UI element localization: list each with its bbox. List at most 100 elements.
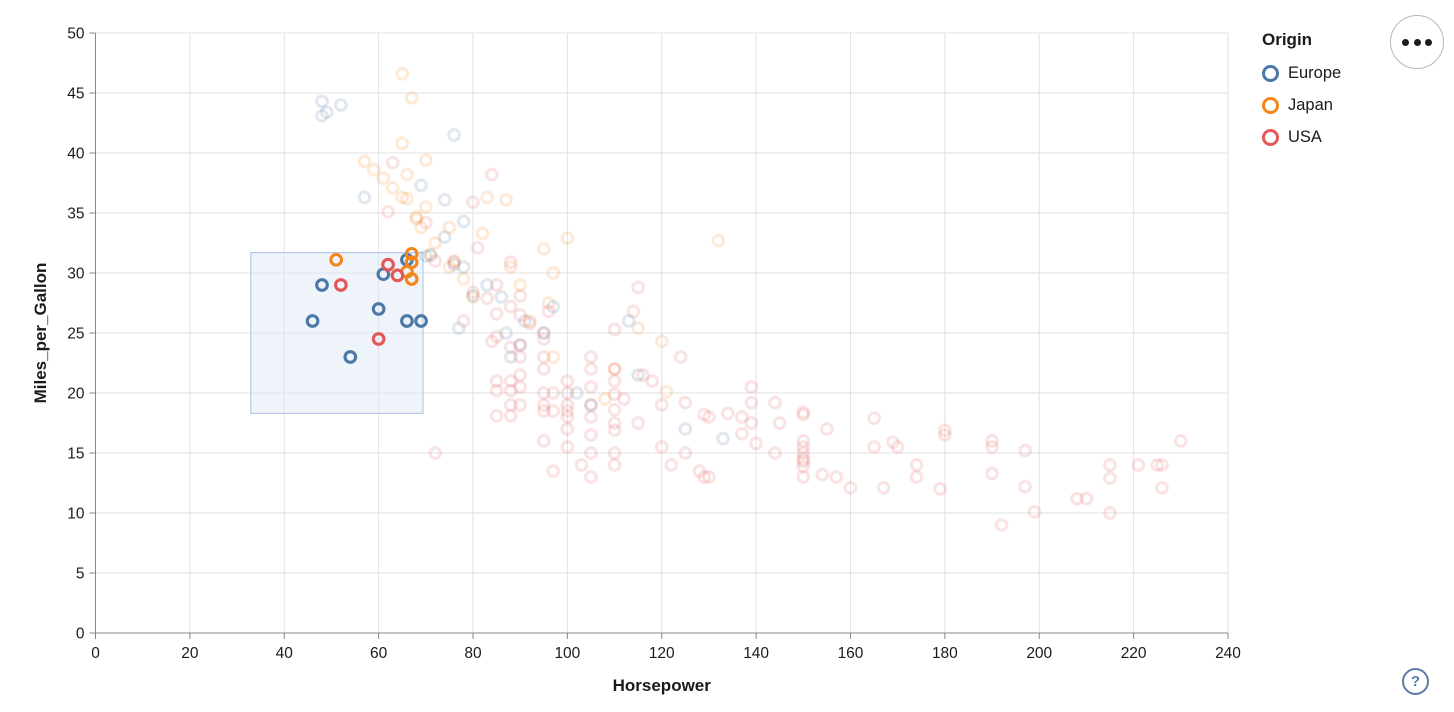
data-point[interactable] <box>334 98 348 112</box>
data-point[interactable] <box>1070 491 1084 506</box>
data-point[interactable] <box>569 386 584 400</box>
data-point[interactable] <box>560 404 575 418</box>
data-point[interactable] <box>584 398 598 412</box>
data-point[interactable] <box>518 314 532 328</box>
data-point[interactable] <box>645 374 660 388</box>
data-point[interactable] <box>428 236 443 250</box>
data-point[interactable] <box>480 291 495 306</box>
data-point[interactable] <box>876 480 891 495</box>
data-point[interactable] <box>536 350 551 364</box>
data-point[interactable] <box>796 440 811 454</box>
data-point[interactable] <box>499 192 513 207</box>
data-point[interactable] <box>938 423 952 438</box>
data-point[interactable] <box>536 326 551 340</box>
data-point[interactable] <box>513 380 528 394</box>
data-point[interactable] <box>909 458 924 472</box>
data-point[interactable] <box>470 240 485 255</box>
data-point[interactable] <box>796 452 811 466</box>
data-point[interactable] <box>607 458 622 472</box>
data-point[interactable] <box>536 362 551 376</box>
data-point[interactable] <box>409 212 424 226</box>
data-point[interactable] <box>796 459 811 474</box>
data-point[interactable] <box>503 255 518 270</box>
data-point[interactable] <box>796 434 811 448</box>
data-point[interactable] <box>513 288 528 303</box>
data-point[interactable] <box>584 470 598 484</box>
data-point[interactable] <box>909 470 924 484</box>
data-point[interactable] <box>456 272 471 286</box>
data-point[interactable] <box>522 314 537 328</box>
data-point[interactable] <box>513 398 528 412</box>
data-point[interactable] <box>607 402 622 417</box>
data-point[interactable] <box>513 350 528 364</box>
data-point[interactable] <box>456 314 471 328</box>
data-point[interactable] <box>584 350 598 364</box>
data-point[interactable] <box>395 66 410 81</box>
data-point[interactable] <box>376 171 391 186</box>
data-point[interactable] <box>985 440 999 454</box>
data-point[interactable] <box>315 108 329 123</box>
data-point[interactable] <box>489 374 504 388</box>
data-point[interactable] <box>423 248 438 262</box>
data-point[interactable] <box>574 458 589 472</box>
data-point[interactable] <box>400 167 414 182</box>
data-point[interactable] <box>489 383 504 398</box>
data-point[interactable] <box>678 446 693 460</box>
data-point[interactable] <box>796 405 811 420</box>
data-point-selected[interactable] <box>329 252 344 267</box>
data-point[interactable] <box>489 278 504 292</box>
data-point[interactable] <box>867 440 881 454</box>
data-point[interactable] <box>768 446 782 460</box>
data-point[interactable] <box>503 340 518 355</box>
data-point[interactable] <box>744 416 759 430</box>
data-point[interactable] <box>480 278 495 292</box>
data-point[interactable] <box>494 290 509 304</box>
data-point[interactable] <box>423 248 438 262</box>
data-point[interactable] <box>1150 458 1165 472</box>
data-point[interactable] <box>489 306 504 321</box>
data-point[interactable] <box>437 230 452 244</box>
data-point[interactable] <box>418 200 433 214</box>
data-point[interactable] <box>829 470 844 484</box>
data-point[interactable] <box>607 446 622 460</box>
data-point[interactable] <box>702 410 716 424</box>
data-point[interactable] <box>409 209 424 224</box>
data-point[interactable] <box>735 426 749 441</box>
help-button[interactable]: ? <box>1402 668 1429 695</box>
data-point[interactable] <box>1018 443 1032 458</box>
data-point[interactable] <box>678 395 693 410</box>
data-point[interactable] <box>395 136 410 151</box>
data-point[interactable] <box>631 368 646 382</box>
data-point[interactable] <box>1018 479 1032 494</box>
data-point-selected[interactable] <box>404 246 419 261</box>
data-point[interactable] <box>560 440 575 454</box>
data-point[interactable] <box>418 153 433 168</box>
data-point[interactable] <box>536 242 551 256</box>
data-point[interactable] <box>702 470 716 484</box>
data-point[interactable] <box>546 299 561 314</box>
data-point[interactable] <box>584 446 598 460</box>
data-point[interactable] <box>933 482 948 496</box>
data-point[interactable] <box>395 190 410 205</box>
data-point[interactable] <box>584 410 598 424</box>
brush-selection[interactable] <box>250 252 424 415</box>
legend-item-europe[interactable]: Europe <box>1262 61 1382 85</box>
data-point[interactable] <box>447 254 461 268</box>
data-point[interactable] <box>442 260 457 274</box>
data-point[interactable] <box>1103 458 1117 472</box>
data-point[interactable] <box>584 380 598 394</box>
data-point[interactable] <box>418 215 433 230</box>
data-point[interactable] <box>744 395 759 410</box>
data-point[interactable] <box>546 350 561 364</box>
data-point[interactable] <box>744 380 759 394</box>
data-point[interactable] <box>442 220 457 235</box>
data-point[interactable] <box>536 386 551 400</box>
data-point[interactable] <box>536 404 551 418</box>
data-point[interactable] <box>796 454 811 469</box>
data-point[interactable] <box>720 406 735 421</box>
data-point[interactable] <box>1155 480 1169 495</box>
data-point[interactable] <box>607 416 622 430</box>
data-point[interactable] <box>631 280 646 295</box>
data-point[interactable] <box>503 383 518 398</box>
data-point[interactable] <box>678 422 693 436</box>
